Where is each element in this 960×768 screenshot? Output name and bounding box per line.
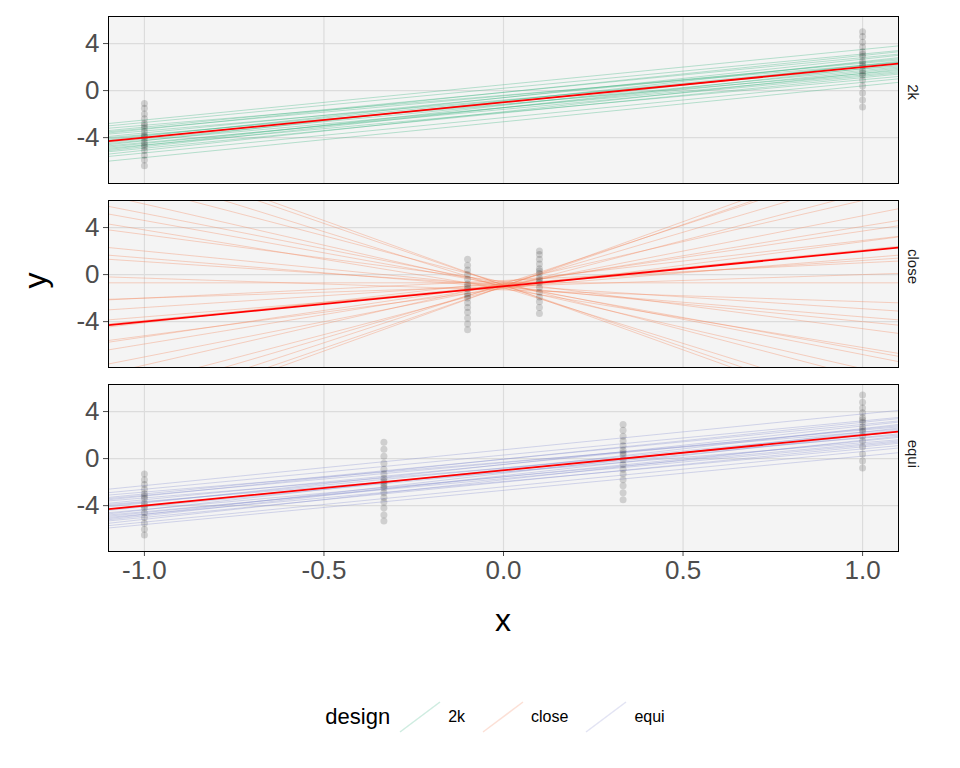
svg-text:-4: -4 — [76, 122, 99, 152]
svg-text:close: close — [905, 249, 922, 284]
svg-text:0.5: 0.5 — [665, 555, 701, 585]
html-text:y: y — [16, 272, 53, 289]
html-text:design: design — [325, 704, 391, 729]
svg-text:-1.0: -1.0 — [122, 555, 167, 585]
svg-text:4: 4 — [85, 28, 99, 58]
html-text:2k: 2k — [448, 708, 466, 725]
svg-text:0: 0 — [85, 259, 99, 289]
svg-text:4: 4 — [85, 396, 99, 426]
html-text:equi: equi — [634, 708, 665, 725]
svg-text:-4: -4 — [76, 306, 99, 336]
svg-text:equi: equi — [905, 440, 922, 468]
svg-text:4: 4 — [85, 212, 99, 242]
svg-text:0.0: 0.0 — [485, 555, 521, 585]
html-text:close: close — [531, 708, 569, 725]
svg-text:0: 0 — [85, 443, 99, 473]
svg-text:0: 0 — [85, 75, 99, 105]
svg-text:1.0: 1.0 — [845, 555, 881, 585]
svg-text:2k: 2k — [905, 84, 922, 100]
html-text:x: x — [495, 602, 511, 638]
svg-text:-0.5: -0.5 — [302, 555, 347, 585]
svg-text:-4: -4 — [76, 490, 99, 520]
